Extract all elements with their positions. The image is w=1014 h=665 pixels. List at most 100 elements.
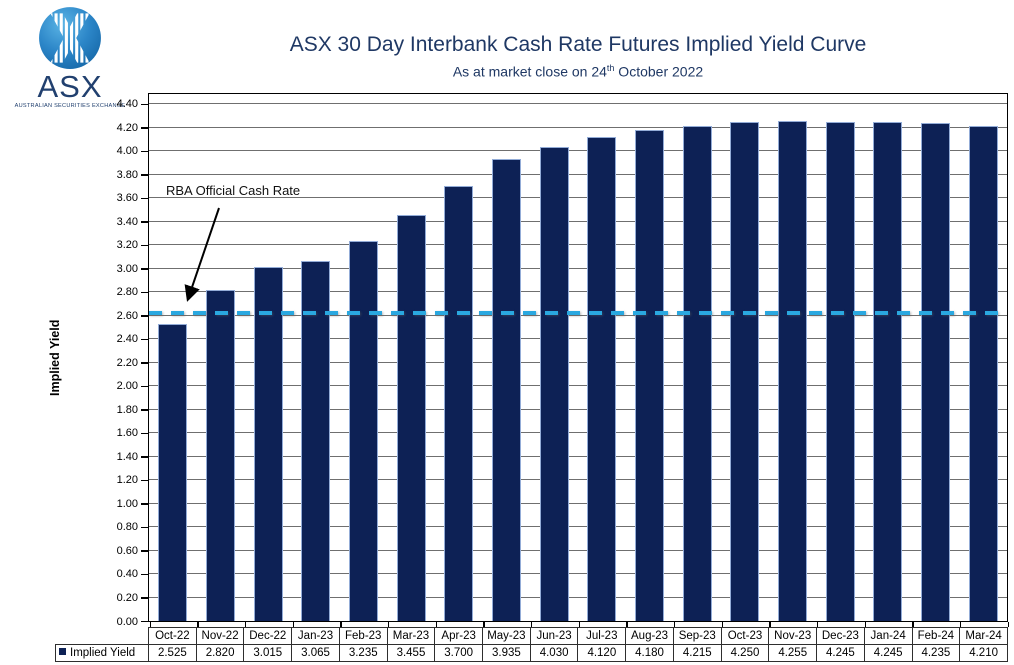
bar [825,122,855,621]
y-tick-label: 1.80 [116,403,138,416]
x-axis-tick [340,622,342,627]
gridline [149,197,1007,199]
rba-annotation-label: RBA Official Cash Rate [166,183,301,198]
y-tick-label: 0.40 [116,568,138,581]
y-tick-label: 3.00 [116,262,138,275]
y-axis-tick [141,409,148,411]
gridline [149,432,1007,434]
y-tick-label: 2.00 [116,380,138,393]
table-column-header: May-23 [482,627,531,645]
bar [921,123,950,621]
bar [444,186,474,621]
y-tick-label: 4.20 [116,121,138,134]
gridline [149,103,1007,105]
y-tick-label: 0.60 [116,544,138,557]
y-tick-label: 4.40 [116,98,138,111]
y-tick-label: 3.20 [116,239,138,252]
y-tick-label: 0.00 [116,615,138,628]
bar [253,266,283,621]
bar [873,122,903,621]
gridline [149,291,1007,293]
y-tick-label: 4.00 [116,145,138,158]
table-spacer-cell [56,628,149,645]
table-cell: 4.235 [911,644,961,662]
bar [158,324,188,621]
subtitle-text-suffix: October 2022 [614,63,704,80]
y-axis-tick [141,150,148,153]
y-axis-tick [141,385,148,388]
gridline [149,573,1007,575]
y-tick-label: 1.20 [116,474,138,487]
chart-subtitle: As at market close on 24th October 2022 [148,63,1008,80]
gridline [149,526,1007,528]
table-cell: 2.525 [148,644,197,662]
table-cell: 3.455 [386,644,436,662]
legend-label: Implied Yield [70,647,136,659]
gridline [149,220,1007,222]
table-column-header: Oct-23 [720,627,770,645]
x-axis-tick [673,622,676,627]
gridline [149,502,1007,504]
gridline [149,455,1007,457]
x-axis-tick [244,622,247,627]
bar [301,260,331,621]
y-axis-tick [141,197,148,200]
table-cell: 4.250 [720,644,770,662]
y-axis-tick [141,526,148,529]
y-tick-label: 3.60 [116,192,138,205]
rba-cash-rate-line [149,311,1007,316]
y-tick-label: 2.60 [116,309,138,322]
gridline [149,596,1007,598]
legend-cell: Implied Yield [55,644,149,662]
table-column-header: Jul-23 [577,627,627,645]
table-cell: 3.700 [434,644,484,662]
gridline [149,267,1007,269]
bar [349,240,378,621]
y-axis-tick [141,362,148,364]
table-cell: 3.935 [482,644,531,662]
table-cell: 4.030 [529,644,579,662]
table-column-header: Jun-23 [529,627,579,645]
table-column-header: Nov-22 [195,627,245,645]
x-axis-tick [149,622,151,627]
y-axis-tick [141,550,148,552]
x-axis-tick [197,622,199,627]
y-axis-tick [141,479,148,482]
x-axis-tick [292,622,294,627]
implied-yield-table: Oct-22 Nov-22 Dec-22 Jan-23 Feb-23 Mar-23 Apr-… [55,627,1008,662]
x-axis-tick [626,622,628,627]
y-tick-label: 3.80 [116,168,138,181]
table-column-header: Dec-23 [816,627,865,645]
y-axis-title: Implied Yield [48,319,62,396]
table-cell: 3.065 [291,644,340,662]
gridline [149,126,1007,128]
y-tick-label: 2.40 [116,333,138,346]
gridline [149,244,1007,246]
table-cell: 4.245 [816,644,865,662]
gridline [149,549,1007,551]
table-cell: 3.015 [243,644,293,662]
table-column-header: Sep-23 [672,627,722,645]
x-axis-tick [721,622,723,627]
table-cell: 2.820 [195,644,245,662]
table-column-header: Feb-24 [911,627,961,645]
asx-tagline: AUSTRALIAN SECURITIES EXCHANGE [14,103,126,109]
y-tick-label: 2.20 [116,356,138,369]
gridline [149,408,1007,410]
y-tick-label: 2.80 [116,286,138,299]
gridline [149,314,1007,316]
gridline [149,150,1007,152]
bar [730,121,760,621]
chart-title: ASX 30 Day Interbank Cash Rate Futures I… [289,33,867,56]
y-tick-label: 1.40 [116,450,138,463]
x-axis-tick [816,622,819,627]
y-axis-tick [141,432,148,435]
y-tick-label: 0.20 [116,591,138,604]
y-axis-tick [141,291,148,294]
table-column-header: Jan-23 [291,627,340,645]
subtitle-superscript: th [606,63,615,73]
x-axis-ticks [148,622,1010,627]
x-axis-tick [769,622,771,627]
asx-logo: ASX AUSTRALIAN SECURITIES EXCHANGE [14,5,126,109]
y-axis-tick [141,597,148,599]
